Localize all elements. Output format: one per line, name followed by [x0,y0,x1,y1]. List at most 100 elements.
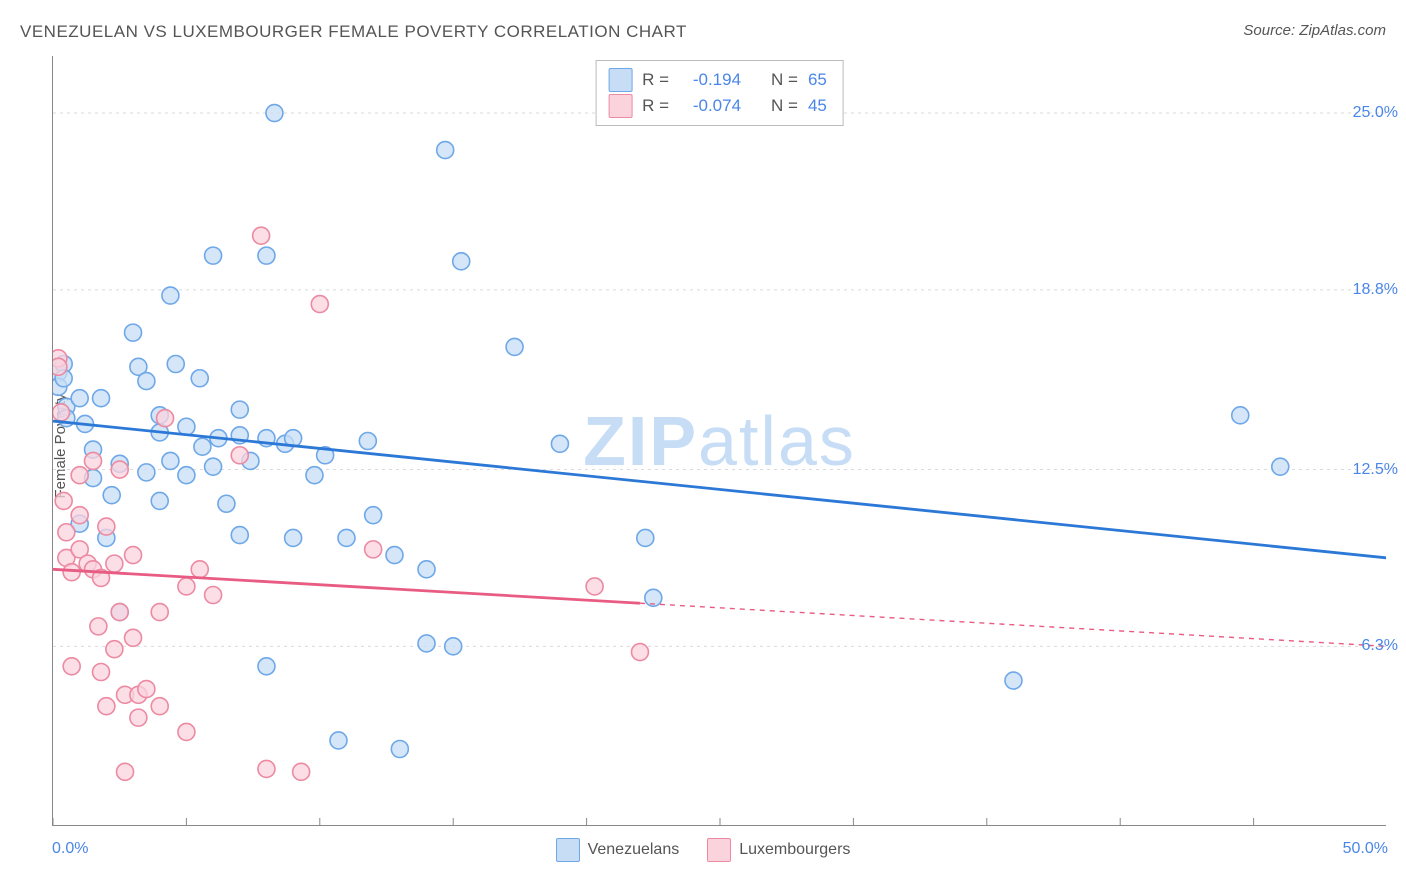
scatter-point [167,356,184,373]
correlation-stats-box: R = -0.194 N = 65 R = -0.074 N = 45 [595,60,844,126]
scatter-point [71,390,88,407]
scatter-point [311,296,328,313]
scatter-point [231,401,248,418]
n-value: 65 [808,67,827,93]
scatter-point [125,547,142,564]
stats-swatch [608,94,632,118]
scatter-point [506,338,523,355]
scatter-point [63,658,80,675]
scatter-point [93,664,110,681]
y-tick-label: 18.8% [1353,281,1398,299]
scatter-point [418,561,435,578]
scatter-point [151,698,168,715]
scatter-point [125,629,142,646]
legend-swatch [707,838,731,862]
scatter-point [162,452,179,469]
scatter-point [631,644,648,661]
scatter-point [231,527,248,544]
scatter-point [98,698,115,715]
scatter-point [258,247,275,264]
scatter-point [218,495,235,512]
regression-line-extrapolated [640,603,1386,646]
scatter-point [53,358,67,375]
scatter-point [103,487,120,504]
scatter-point [178,578,195,595]
scatter-point [205,458,222,475]
scatter-point [359,433,376,450]
scatter-point [85,452,102,469]
scatter-point [365,541,382,558]
scatter-point [98,518,115,535]
scatter-point [178,723,195,740]
source-prefix: Source: [1243,22,1299,39]
scatter-point [205,587,222,604]
scatter-point [53,404,70,421]
scatter-point [365,507,382,524]
scatter-point [194,438,211,455]
scatter-point [58,524,75,541]
scatter-point [162,287,179,304]
scatter-point [386,547,403,564]
plot-area: ZIPatlas R =-0.194N =65R =-0.074N =45 [52,56,1386,826]
scatter-point [125,324,142,341]
scatter-point [71,507,88,524]
scatter-point [205,247,222,264]
stats-row: R = -0.194 N = 65 [608,67,827,93]
n-value: 45 [808,93,827,119]
series-legend: Venezuelans Luxembourgers [0,838,1406,867]
y-tick-label: 6.3% [1362,637,1398,655]
scatter-point [637,529,654,546]
n-label: N = [771,67,798,93]
scatter-point [55,492,72,509]
scatter-point [157,410,174,427]
scatter-point [258,658,275,675]
scatter-point [253,227,270,244]
source-attribution: Source: ZipAtlas.com [1243,22,1386,39]
stats-swatch [608,68,632,92]
y-tick-label: 25.0% [1353,104,1398,122]
y-tick-label: 12.5% [1353,461,1398,479]
source-name: ZipAtlas.com [1299,22,1386,39]
regression-line [53,569,640,603]
scatter-point [306,467,323,484]
scatter-point [1272,458,1289,475]
scatter-point [130,709,147,726]
legend-swatch [556,838,580,862]
stats-row: R = -0.074 N = 45 [608,93,827,119]
scatter-point [63,564,80,581]
scatter-point [231,447,248,464]
scatter-point [178,418,195,435]
scatter-point [293,763,310,780]
scatter-point [93,390,110,407]
r-value: -0.074 [679,93,741,119]
scatter-point [437,142,454,159]
scatter-point [111,604,128,621]
scatter-point [151,492,168,509]
scatter-point [138,464,155,481]
scatter-point [178,467,195,484]
chart-title: VENEZUELAN VS LUXEMBOURGER FEMALE POVERT… [20,22,687,42]
scatter-point [106,555,123,572]
scatter-point [338,529,355,546]
scatter-point [418,635,435,652]
scatter-point [191,370,208,387]
legend-item: Venezuelans [556,838,680,862]
scatter-point [391,741,408,758]
r-label: R = [642,93,669,119]
scatter-point [138,373,155,390]
scatter-point [111,461,128,478]
scatter-point [90,618,107,635]
scatter-point [551,435,568,452]
scatter-point [106,641,123,658]
regression-line [53,421,1386,558]
scatter-point [138,681,155,698]
legend-item: Luxembourgers [707,838,850,862]
r-value: -0.194 [679,67,741,93]
scatter-point [266,105,283,122]
r-label: R = [642,67,669,93]
scatter-point [191,561,208,578]
scatter-point [117,763,134,780]
scatter-point [285,529,302,546]
legend-label: Venezuelans [588,841,680,859]
n-label: N = [771,93,798,119]
